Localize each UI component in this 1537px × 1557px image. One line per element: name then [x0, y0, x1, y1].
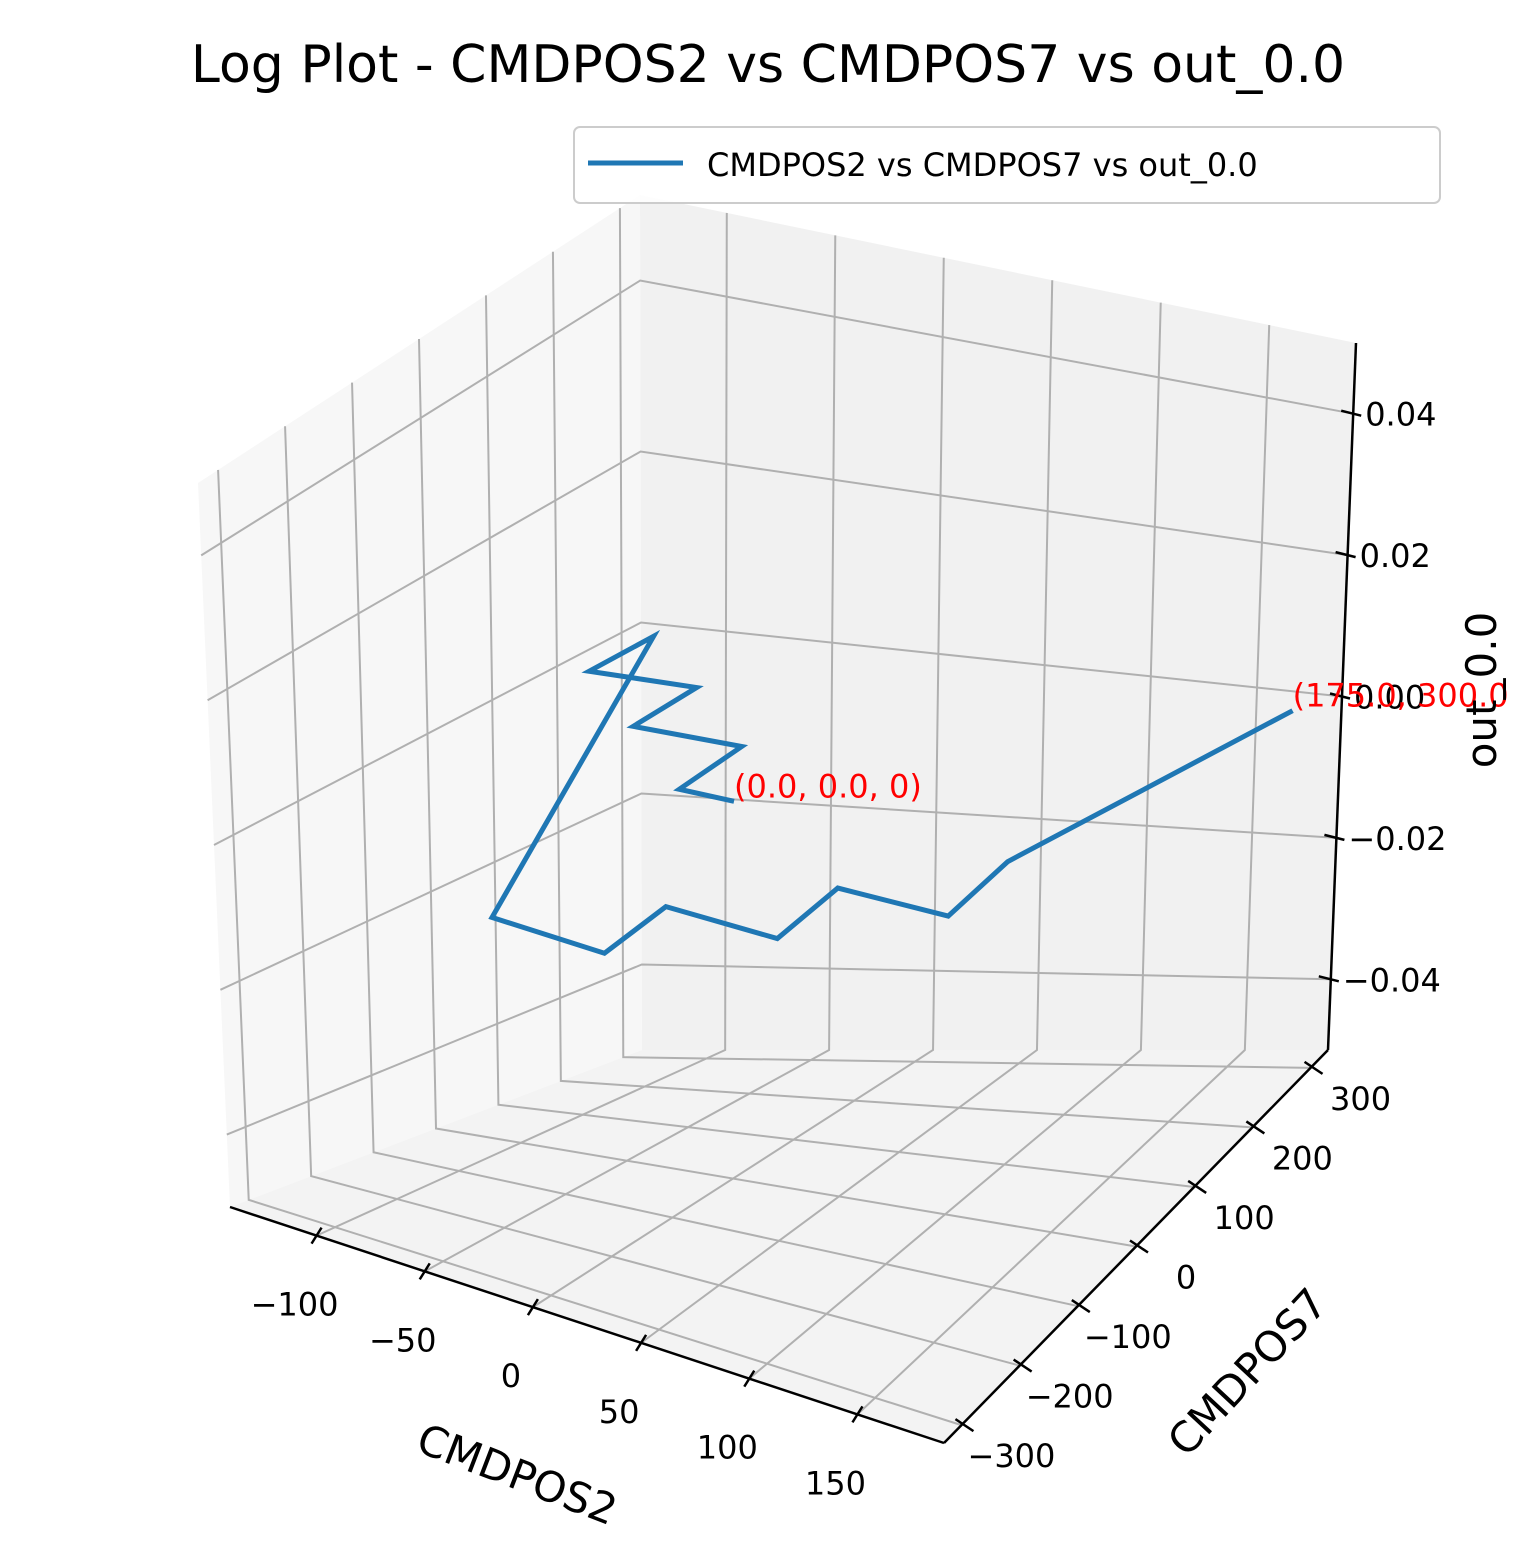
z-tick [1329, 692, 1351, 700]
y-tick [1187, 1179, 1207, 1194]
x-tick [310, 1226, 323, 1245]
floor-pane [230, 1050, 1328, 1443]
y-tick [1012, 1358, 1033, 1373]
grid-line-y [217, 469, 962, 1427]
y-tick-label: −200 [1026, 1378, 1114, 1416]
grid-line-x [640, 280, 1054, 1344]
x-tick [635, 1334, 648, 1352]
x-tick [418, 1262, 431, 1281]
grid-line-x [424, 235, 837, 1273]
x-tick [743, 1369, 756, 1388]
point-annotation: (175.0, 300.0 [1293, 677, 1509, 715]
z-tick [1335, 550, 1356, 559]
x-tick-label: 150 [805, 1464, 866, 1502]
legend-entry-label: CMDPOS2 vs CMDPOS7 vs out_0.0 [707, 146, 1258, 184]
x-tick-label: −100 [251, 1286, 339, 1324]
grid-line-y [618, 208, 1311, 1069]
y-tick [954, 1418, 975, 1433]
y-axis-line [943, 1049, 1329, 1444]
grid-line-x [748, 302, 1162, 1380]
x-axis-title: CMDPOS2 [411, 1414, 624, 1535]
point-annotation: (0.0, 0.0, 0) [734, 767, 922, 805]
z-tick [1340, 409, 1362, 417]
y-tick [1303, 1060, 1324, 1075]
grid-line-y [351, 382, 1079, 1308]
grid-line-y [418, 338, 1137, 1248]
grid-line-z [226, 963, 1331, 1136]
legend-box [573, 126, 1441, 204]
grid-line-z [219, 792, 1337, 991]
y-tick-label: 100 [1214, 1199, 1275, 1237]
z-tick-label: 0.02 [1360, 537, 1431, 575]
z-tick [1318, 975, 1340, 983]
x-tick [526, 1298, 539, 1316]
grid-layer [200, 208, 1354, 1427]
y-tick-label: 300 [1330, 1080, 1391, 1118]
grid-line-x [856, 325, 1271, 1416]
grid-line-x [532, 257, 945, 1308]
legend: CMDPOS2 vs CMDPOS7 vs out_0.0 [573, 126, 1441, 204]
panes [198, 195, 1356, 1443]
x-tick-label: 50 [599, 1393, 640, 1431]
grid-line-z [200, 279, 1354, 557]
grid-line-y [551, 251, 1253, 1129]
grid-line-y [484, 295, 1195, 1188]
series-layer [488, 629, 1294, 957]
grid-line-y [284, 426, 1020, 1367]
z-tick-label: −0.02 [1348, 820, 1446, 858]
x-tick-label: 0 [501, 1357, 521, 1395]
y-axis-title: CMDPOS7 [1158, 1279, 1337, 1466]
y-tick [1129, 1239, 1149, 1254]
y-tick [1245, 1120, 1266, 1135]
y-tick-label: 0 [1176, 1259, 1196, 1297]
grid-line-x [316, 212, 728, 1237]
z-axis-title: out_0.0 [1457, 612, 1506, 769]
y-tick-label: −300 [968, 1437, 1056, 1475]
annotation-layer: (0.0, 0.0, 0) (175.0, 300.0 [734, 677, 1509, 806]
back-pane [640, 195, 1356, 1050]
x-axis-line [229, 1205, 945, 1445]
grid-line-z [213, 621, 1343, 846]
z-tick-label: 0.00 [1354, 679, 1425, 717]
grid-line-z [207, 450, 1348, 702]
y-tick [1071, 1299, 1091, 1314]
series-line [488, 629, 1294, 957]
x-tick-label: −50 [369, 1321, 437, 1359]
chart-title: Log Plot - CMDPOS2 vs CMDPOS7 vs out_0.0 [191, 35, 1345, 95]
y-tick-label: 200 [1272, 1139, 1333, 1177]
x-tick [851, 1405, 864, 1424]
z-tick [1324, 833, 1345, 842]
z-tick-label: −0.04 [1343, 961, 1441, 999]
left-pane [198, 195, 642, 1207]
z-tick-label: 0.04 [1365, 396, 1436, 434]
y-tick-label: −100 [1084, 1318, 1172, 1356]
axis-layer: −100−50050100150−300−200−1000100200300−0… [229, 342, 1446, 1502]
x-tick-label: 100 [697, 1429, 758, 1467]
